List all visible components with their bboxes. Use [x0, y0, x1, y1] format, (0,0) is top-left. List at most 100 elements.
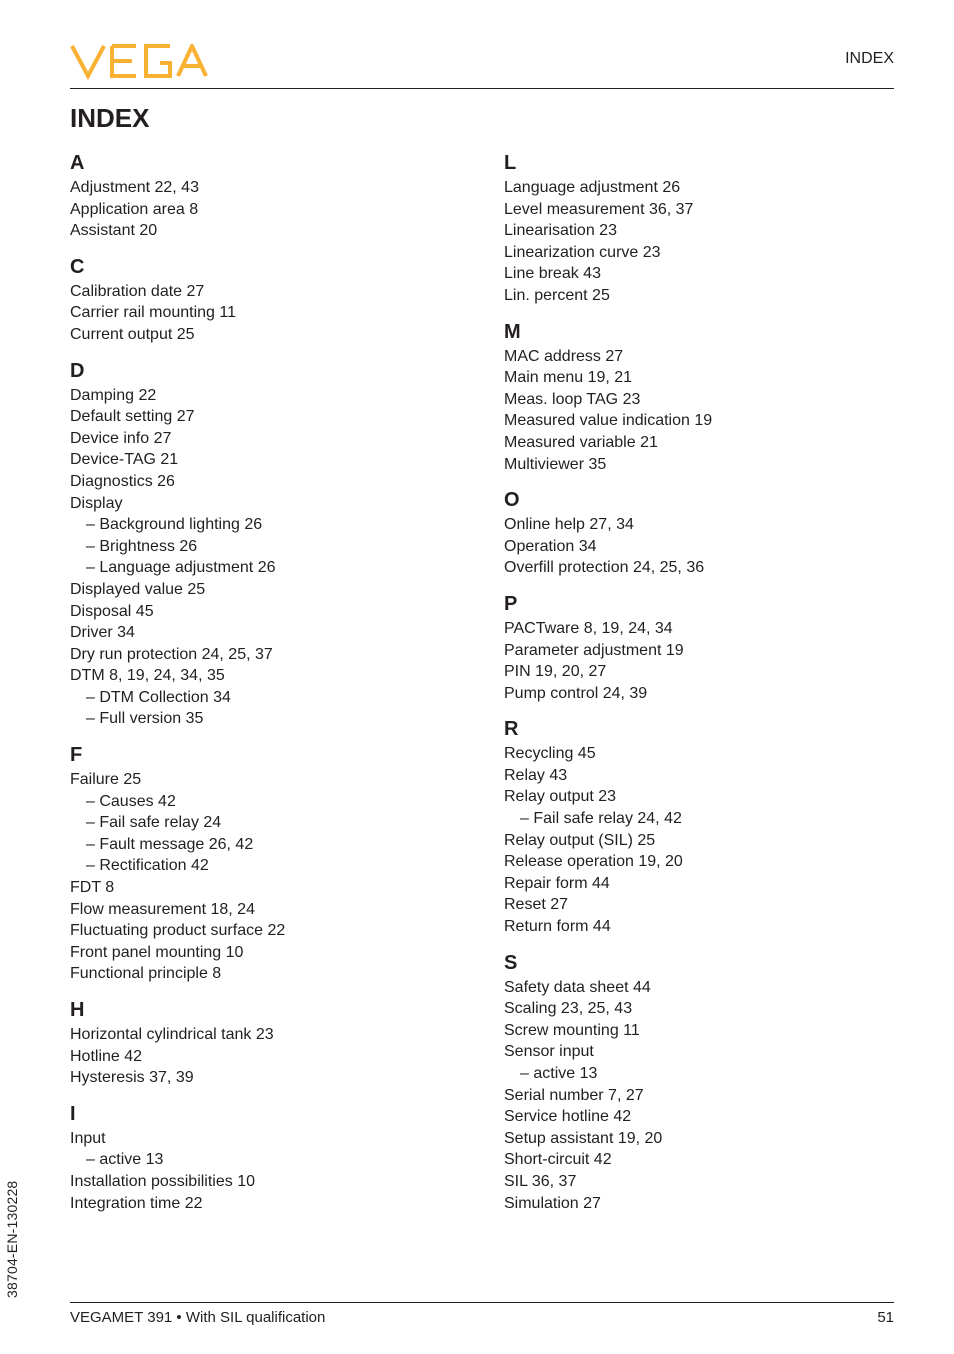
- index-entry: Reset 27: [504, 894, 894, 916]
- index-entry: PACTware 8, 19, 24, 34: [504, 618, 894, 640]
- index-entry: Input: [70, 1128, 460, 1150]
- index-entry: Application area 8: [70, 199, 460, 221]
- index-letter: O: [504, 489, 894, 512]
- index-subentry: active 13: [70, 1149, 460, 1171]
- index-entry: Relay output 23: [504, 786, 894, 808]
- index-entry: SIL 36, 37: [504, 1171, 894, 1193]
- index-entry: Displayed value 25: [70, 579, 460, 601]
- footer: VEGAMET 391 • With SIL qualification 51: [70, 1302, 894, 1326]
- index-letter: A: [70, 152, 460, 175]
- index-entry: Simulation 27: [504, 1193, 894, 1215]
- index-entry: Online help 27, 34: [504, 514, 894, 536]
- index-entry: Screw mounting 11: [504, 1020, 894, 1042]
- vega-logo: [70, 44, 240, 80]
- index-entry: Integration time 22: [70, 1193, 460, 1215]
- index-entry: Repair form 44: [504, 873, 894, 895]
- index-subentry: Fail safe relay 24: [70, 812, 460, 834]
- index-columns: AAdjustment 22, 43Application area 8Assi…: [70, 152, 894, 1214]
- index-entry: Hotline 42: [70, 1046, 460, 1068]
- header-rule: [70, 88, 894, 89]
- index-subentry: active 13: [504, 1063, 894, 1085]
- footer-rule: [70, 1302, 894, 1303]
- index-entry: Dry run protection 24, 25, 37: [70, 644, 460, 666]
- index-subentry: Fail safe relay 24, 42: [504, 808, 894, 830]
- index-entry: Disposal 45: [70, 601, 460, 623]
- index-entry: Damping 22: [70, 385, 460, 407]
- index-letter: L: [504, 152, 894, 175]
- index-entry: Lin. percent 25: [504, 285, 894, 307]
- index-entry: Overfill protection 24, 25, 36: [504, 557, 894, 579]
- index-entry: Horizontal cylindrical tank 23: [70, 1024, 460, 1046]
- index-entry: Parameter adjustment 19: [504, 640, 894, 662]
- index-subentry: Full version 35: [70, 708, 460, 730]
- doc-id-vertical: 38704-EN-130228: [4, 1181, 20, 1298]
- footer-right: 51: [877, 1309, 894, 1326]
- index-entry: Calibration date 27: [70, 281, 460, 303]
- index-letter: S: [504, 952, 894, 975]
- header-row: INDEX: [70, 44, 894, 80]
- index-letter: F: [70, 744, 460, 767]
- index-subentry: Background lighting 26: [70, 514, 460, 536]
- index-entry: Carrier rail mounting 11: [70, 302, 460, 324]
- index-letter: H: [70, 999, 460, 1022]
- index-entry: Operation 34: [504, 536, 894, 558]
- index-subentry: Causes 42: [70, 791, 460, 813]
- index-entry: Meas. loop TAG 23: [504, 389, 894, 411]
- index-entry: Hysteresis 37, 39: [70, 1067, 460, 1089]
- index-entry: Measured variable 21: [504, 432, 894, 454]
- index-entry: Assistant 20: [70, 220, 460, 242]
- index-letter: P: [504, 593, 894, 616]
- index-entry: Recycling 45: [504, 743, 894, 765]
- index-entry: Level measurement 36, 37: [504, 199, 894, 221]
- index-entry: Multiviewer 35: [504, 454, 894, 476]
- index-entry: Short-circuit 42: [504, 1149, 894, 1171]
- index-entry: Installation possibilities 10: [70, 1171, 460, 1193]
- index-entry: Measured value indication 19: [504, 410, 894, 432]
- index-entry: Sensor input: [504, 1041, 894, 1063]
- index-entry: Linearization curve 23: [504, 242, 894, 264]
- index-entry: Diagnostics 26: [70, 471, 460, 493]
- index-entry: Display: [70, 493, 460, 515]
- index-entry: Safety data sheet 44: [504, 977, 894, 999]
- header-label: INDEX: [845, 44, 894, 68]
- index-entry: MAC address 27: [504, 346, 894, 368]
- index-entry: Return form 44: [504, 916, 894, 938]
- index-entry: Release operation 19, 20: [504, 851, 894, 873]
- index-entry: FDT 8: [70, 877, 460, 899]
- index-entry: Failure 25: [70, 769, 460, 791]
- index-entry: Setup assistant 19, 20: [504, 1128, 894, 1150]
- page-title: INDEX: [70, 103, 894, 134]
- index-entry: PIN 19, 20, 27: [504, 661, 894, 683]
- index-entry: Device info 27: [70, 428, 460, 450]
- index-entry: Linearisation 23: [504, 220, 894, 242]
- index-right-column: LLanguage adjustment 26Level measurement…: [504, 152, 894, 1214]
- index-entry: Language adjustment 26: [504, 177, 894, 199]
- index-entry: Serial number 7, 27: [504, 1085, 894, 1107]
- index-entry: Main menu 19, 21: [504, 367, 894, 389]
- index-entry: DTM 8, 19, 24, 34, 35: [70, 665, 460, 687]
- index-entry: Default setting 27: [70, 406, 460, 428]
- index-subentry: Brightness 26: [70, 536, 460, 558]
- index-subentry: Rectification 42: [70, 855, 460, 877]
- index-entry: Device-TAG 21: [70, 449, 460, 471]
- index-entry: Pump control 24, 39: [504, 683, 894, 705]
- index-entry: Driver 34: [70, 622, 460, 644]
- index-entry: Front panel mounting 10: [70, 942, 460, 964]
- index-entry: Current output 25: [70, 324, 460, 346]
- index-entry: Scaling 23, 25, 43: [504, 998, 894, 1020]
- index-entry: Line break 43: [504, 263, 894, 285]
- index-letter: I: [70, 1103, 460, 1126]
- index-letter: D: [70, 360, 460, 383]
- index-entry: Service hotline 42: [504, 1106, 894, 1128]
- footer-left: VEGAMET 391 • With SIL qualification: [70, 1309, 325, 1326]
- index-subentry: Fault message 26, 42: [70, 834, 460, 856]
- index-entry: Relay 43: [504, 765, 894, 787]
- index-entry: Fluctuating product surface 22: [70, 920, 460, 942]
- index-entry: Flow measurement 18, 24: [70, 899, 460, 921]
- index-subentry: DTM Collection 34: [70, 687, 460, 709]
- index-entry: Adjustment 22, 43: [70, 177, 460, 199]
- footer-row: VEGAMET 391 • With SIL qualification 51: [70, 1309, 894, 1326]
- index-entry: Relay output (SIL) 25: [504, 830, 894, 852]
- index-letter: R: [504, 718, 894, 741]
- index-entry: Functional principle 8: [70, 963, 460, 985]
